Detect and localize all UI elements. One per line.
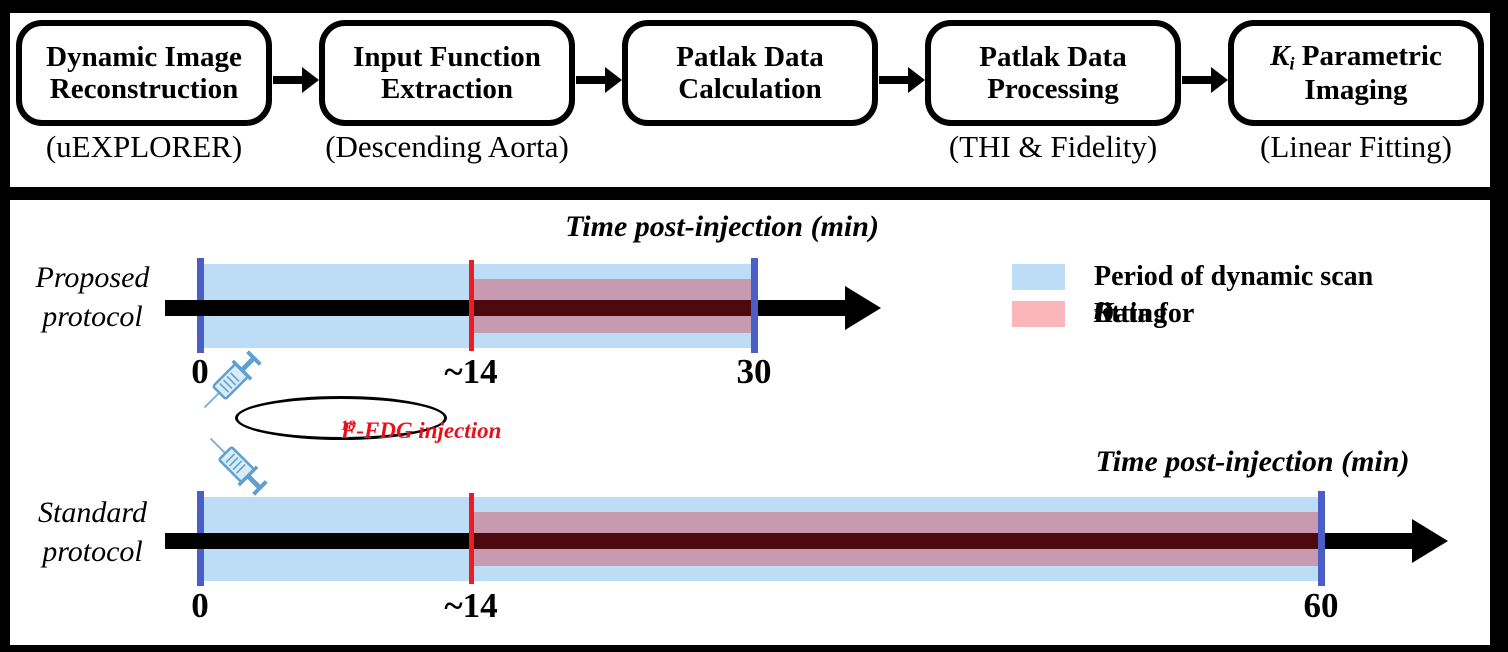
standard-axis-title: Time post-injection (min) xyxy=(1095,445,1410,478)
flow-box-input-function-extraction: Input Function Extraction xyxy=(319,20,575,126)
proposed-fit-overlay xyxy=(471,279,756,333)
arrow-shaft xyxy=(1181,76,1211,84)
standard-timeline-arrowhead-icon xyxy=(1412,519,1448,563)
standard-fit-overlay xyxy=(471,512,1324,566)
flow-arrow-icon xyxy=(878,67,925,93)
flow-box-dynamic-image-reconstruction: Dynamic Image Reconstruction xyxy=(16,20,272,126)
flow-box-title: Dynamic Image Reconstruction xyxy=(46,40,242,105)
legend-swatch-ki-fitting xyxy=(1012,301,1065,327)
flow-step-ki-imaging: Ki Parametric Imaging (Linear Fitting) xyxy=(1228,20,1484,165)
proposed-tick-label-14: ~14 xyxy=(444,352,498,391)
flow-arrow-icon xyxy=(272,67,319,93)
arrow-head xyxy=(907,67,925,93)
standard-fit-start-line xyxy=(469,493,474,584)
ki-subscript: i xyxy=(1289,53,1295,74)
legend-ki-prefix: Data for xyxy=(1094,298,1195,329)
flow-subtitle-descending-aorta: (Descending Aorta) xyxy=(325,129,569,164)
arrow-head xyxy=(604,67,622,93)
legend-ki-subscript: i xyxy=(1094,304,1099,323)
syringe-icon xyxy=(178,326,285,433)
injection-superscript: 18 xyxy=(341,418,356,434)
injection-callout-oval: 18 F-FDG injection xyxy=(235,396,501,443)
legend-ki-symbol: K xyxy=(1094,298,1113,329)
flow-arrow-icon xyxy=(1181,67,1228,93)
standard-tick-label-14: ~14 xyxy=(444,586,498,625)
standard-tick-label-60: 60 xyxy=(1303,586,1339,625)
arrow-shaft xyxy=(878,76,908,84)
flow-box-ki-parametric-imaging: Ki Parametric Imaging xyxy=(1228,20,1484,126)
ki-symbol: K xyxy=(1270,39,1290,72)
legend-swatch-dynamic-scan xyxy=(1012,264,1065,290)
standard-tick-end xyxy=(1318,491,1325,586)
flow-box-title: Input Function Extraction xyxy=(353,40,541,105)
proposed-protocol-label: Proposed protocol xyxy=(10,258,175,336)
arrow-shaft xyxy=(575,76,605,84)
flow-step-patlak-calculation: Patlak Data Calculation xyxy=(622,20,878,165)
arrow-head xyxy=(1210,67,1228,93)
proposed-tick-end xyxy=(751,258,758,353)
flow-arrow-icon xyxy=(575,67,622,93)
workflow-panel: Dynamic Image Reconstruction (uEXPLORER)… xyxy=(10,13,1490,187)
flow-subtitle-linear-fitting: (Linear Fitting) xyxy=(1260,129,1452,164)
flow-box-title: Patlak Data Processing xyxy=(979,40,1127,105)
proposed-tick-label-0: 0 xyxy=(191,352,209,391)
flow-step-reconstruction: Dynamic Image Reconstruction (uEXPLORER) xyxy=(16,20,272,165)
flow-box-patlak-data-calculation: Patlak Data Calculation xyxy=(622,20,878,126)
flow-subtitle-thi-fidelity: (THI & Fidelity) xyxy=(948,129,1158,164)
proposed-fit-start-line xyxy=(469,260,474,351)
flow-box-title: Patlak Data Calculation xyxy=(676,40,824,105)
proposed-label-line2: protocol xyxy=(42,300,143,333)
arrow-head xyxy=(301,67,319,93)
workflow-row: Dynamic Image Reconstruction (uEXPLORER)… xyxy=(10,13,1490,165)
flow-step-patlak-processing: Patlak Data Processing (THI & Fidelity) xyxy=(925,20,1181,165)
flow-box-title: Ki Parametric Imaging xyxy=(1242,40,1470,106)
arrow-shaft xyxy=(272,76,302,84)
proposed-timeline-arrowhead-icon xyxy=(845,286,881,330)
standard-label-line2: protocol xyxy=(42,535,143,568)
legend-ki-suffix: fitting xyxy=(1094,298,1168,329)
flow-subtitle-uexplorer: (uEXPLORER) xyxy=(45,129,243,164)
flow-box-patlak-data-processing: Patlak Data Processing xyxy=(925,20,1181,126)
injection-text: F-FDG injection xyxy=(341,418,502,443)
timeline-panel: Time post-injection (min) Proposed proto… xyxy=(10,200,1490,645)
standard-label-line1: Standard xyxy=(38,496,147,529)
standard-protocol-label: Standard protocol xyxy=(10,493,175,571)
standard-timeline-arrow-shaft xyxy=(165,533,1412,549)
proposed-label-line1: Proposed xyxy=(35,261,150,294)
standard-tick-label-0: 0 xyxy=(191,586,209,625)
ki-title-rest: Parametric Imaging xyxy=(1294,39,1442,106)
syringe-icon xyxy=(184,412,291,519)
proposed-axis-title: Time post-injection (min) xyxy=(565,210,879,243)
legend-label-dynamic-scan: Period of dynamic scan xyxy=(1094,261,1374,292)
proposed-timeline-arrow-shaft xyxy=(165,300,847,316)
flow-step-input-function: Input Function Extraction (Descending Ao… xyxy=(319,20,575,165)
proposed-tick-label-30: 30 xyxy=(736,352,772,391)
